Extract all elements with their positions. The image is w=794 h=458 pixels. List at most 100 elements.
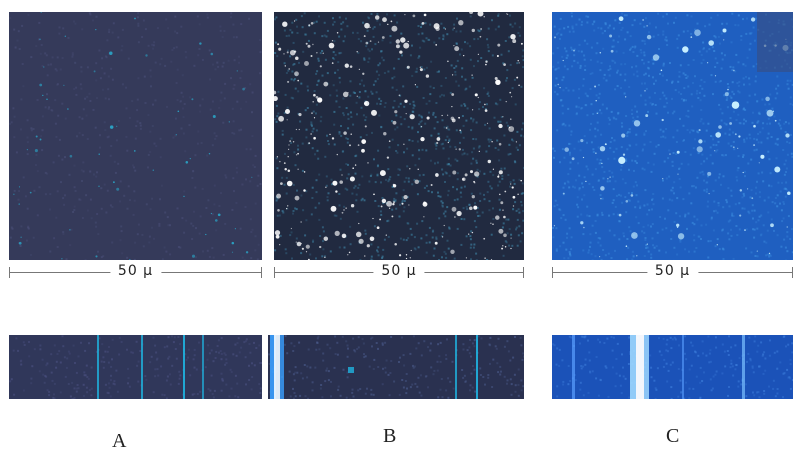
scale-bar-label-a: 50 μ xyxy=(109,263,162,279)
noise-speck xyxy=(753,236,756,239)
noise-speck xyxy=(461,75,463,78)
noise-speck xyxy=(463,218,466,221)
noise-speck xyxy=(696,89,699,92)
noise-speck xyxy=(594,168,597,171)
noise-speck xyxy=(582,249,585,252)
bright-particle xyxy=(621,133,626,138)
bright-particle xyxy=(433,23,440,30)
strip-noise xyxy=(17,349,19,352)
noise-speck xyxy=(466,208,469,211)
strip-noise xyxy=(362,342,365,345)
bright-particle xyxy=(245,251,249,254)
noise-speck xyxy=(594,135,597,138)
noise-speck xyxy=(367,95,370,98)
noise-speck xyxy=(703,81,706,83)
noise-speck xyxy=(570,236,573,239)
noise-speck xyxy=(583,194,586,197)
noise-speck xyxy=(757,172,760,175)
noise-speck xyxy=(379,23,381,26)
noise-speck xyxy=(636,110,638,113)
noise-speck xyxy=(729,219,732,222)
strip-noise xyxy=(473,368,476,371)
noise-speck xyxy=(25,239,28,242)
noise-speck xyxy=(693,250,696,253)
bright-particle xyxy=(364,125,367,128)
noise-speck xyxy=(327,192,330,195)
bright-particle xyxy=(313,138,315,140)
noise-speck xyxy=(256,184,259,187)
strip-noise xyxy=(327,379,330,382)
noise-speck xyxy=(368,57,371,60)
noise-speck xyxy=(333,143,336,146)
noise-speck xyxy=(518,178,521,181)
noise-speck xyxy=(240,23,243,26)
noise-speck xyxy=(52,161,55,164)
noise-speck xyxy=(399,102,402,105)
strip-noise xyxy=(46,389,49,392)
noise-speck xyxy=(314,153,316,156)
strip-noise xyxy=(685,358,688,361)
strip-noise xyxy=(500,370,502,373)
noise-speck xyxy=(448,174,451,177)
noise-speck xyxy=(196,15,199,18)
strip-noise xyxy=(84,374,87,377)
noise-speck xyxy=(401,199,404,202)
strip-noise xyxy=(427,346,429,349)
noise-speck xyxy=(642,225,645,228)
noise-speck xyxy=(119,239,122,242)
noise-speck xyxy=(709,146,712,149)
bright-particle xyxy=(708,192,710,195)
noise-speck xyxy=(95,15,98,18)
strip-noise xyxy=(472,365,474,367)
noise-speck xyxy=(628,199,631,202)
noise-speck xyxy=(397,144,400,147)
noise-speck xyxy=(783,122,786,125)
bright-particle xyxy=(403,194,408,200)
noise-speck xyxy=(356,31,359,34)
noise-speck xyxy=(511,25,514,28)
noise-speck xyxy=(207,199,210,202)
strip-noise xyxy=(259,362,261,364)
noise-speck xyxy=(466,107,469,110)
noise-speck xyxy=(73,186,76,189)
noise-speck xyxy=(742,18,744,21)
noise-speck xyxy=(368,17,371,20)
strip-noise xyxy=(357,389,360,392)
noise-speck xyxy=(335,214,338,217)
strip-noise xyxy=(728,386,730,388)
noise-speck xyxy=(777,84,780,87)
noise-speck xyxy=(594,231,597,234)
bright-particle xyxy=(750,17,756,22)
noise-speck xyxy=(738,122,741,125)
bright-particle xyxy=(662,178,664,180)
strip-noise xyxy=(390,360,393,362)
noise-speck xyxy=(645,244,648,247)
noise-speck xyxy=(371,131,373,134)
strip-noise xyxy=(98,337,101,340)
noise-speck xyxy=(583,135,586,138)
noise-speck xyxy=(39,52,42,55)
strip-noise xyxy=(166,345,169,348)
strip-noise xyxy=(85,386,88,389)
noise-speck xyxy=(231,107,234,110)
noise-speck xyxy=(583,54,586,57)
strip-noise xyxy=(75,387,78,390)
noise-speck xyxy=(626,148,629,151)
bright-particle xyxy=(63,84,65,86)
noise-speck xyxy=(497,25,500,28)
noise-speck xyxy=(241,256,244,259)
noise-speck xyxy=(417,56,420,59)
strip-noise xyxy=(382,367,384,370)
noise-speck xyxy=(651,199,653,201)
noise-speck xyxy=(435,102,438,104)
noise-speck xyxy=(275,16,278,19)
noise-speck xyxy=(557,67,560,70)
noise-speck xyxy=(682,30,685,33)
strip-noise xyxy=(191,393,194,396)
noise-speck xyxy=(93,173,95,176)
noise-speck xyxy=(779,190,782,193)
strip-noise xyxy=(514,336,516,338)
noise-speck xyxy=(311,124,313,127)
bright-particle xyxy=(571,157,575,161)
strip-noise xyxy=(109,395,112,398)
